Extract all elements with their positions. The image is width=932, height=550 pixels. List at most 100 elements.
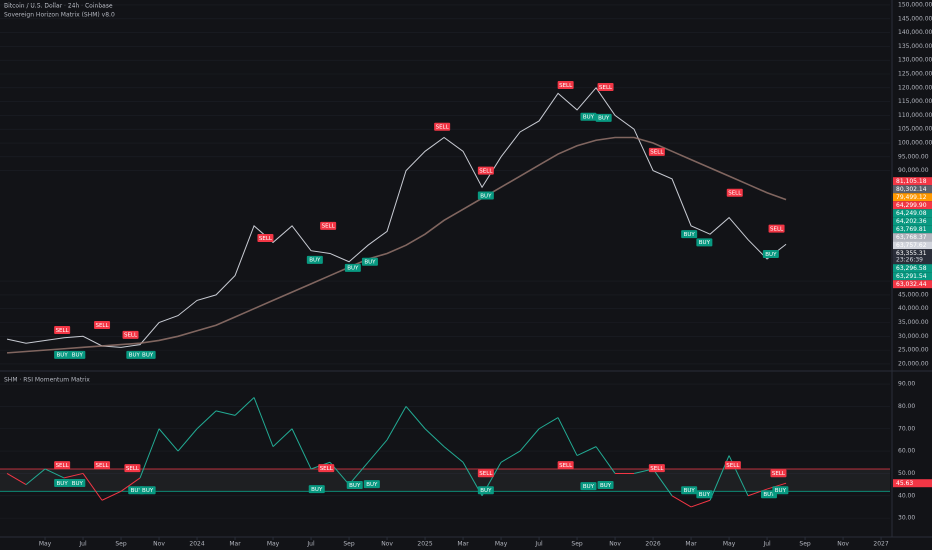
signal-badge — [597, 481, 614, 490]
signal-label: SELL — [56, 328, 70, 334]
x-tick-label: Sep — [571, 541, 583, 548]
signal-badge — [726, 188, 743, 197]
signal-badge — [696, 490, 713, 499]
signal-label: SELL — [259, 236, 273, 242]
signal-label: SELL — [772, 471, 786, 477]
price-label-box — [893, 479, 932, 488]
signal: BUY — [346, 481, 363, 490]
signal: BUY — [696, 238, 713, 247]
signal-label: BUY — [309, 258, 321, 264]
rsi-segment — [519, 428, 540, 452]
signal-badge — [54, 479, 71, 488]
signal-label: BUY — [142, 353, 154, 359]
y-tick-label: 95,000.00 — [898, 153, 929, 160]
signal-badge — [139, 350, 156, 359]
signal: SELL — [557, 461, 574, 470]
price-label: 63,355.31 — [896, 250, 927, 257]
signal-badge — [772, 486, 789, 495]
signal-badge — [724, 461, 741, 470]
signal-badge — [477, 191, 494, 200]
price-label-box — [893, 249, 932, 265]
rsi-segment — [500, 450, 521, 463]
y-tick-label: 50.00 — [898, 470, 915, 477]
price-label-box — [893, 201, 932, 210]
rsi-segment — [538, 417, 559, 430]
rsi-segment — [120, 477, 141, 492]
signal: SELL — [770, 469, 787, 478]
signal: BUY — [126, 350, 143, 359]
price-label: 63,768.37 — [896, 234, 927, 241]
signal: BUY — [308, 485, 325, 494]
signal: BUY — [762, 250, 779, 259]
signal-badge — [648, 147, 665, 156]
price-label-box — [893, 280, 932, 289]
signal-label: BUY — [72, 353, 84, 359]
signal-label: SELL — [479, 471, 493, 477]
signal: SELL — [54, 461, 71, 470]
signal: SELL — [477, 469, 494, 478]
signal-badge — [308, 485, 325, 494]
signal-label: SELL — [770, 226, 784, 232]
signal: BUY — [363, 480, 380, 489]
rsi-segment — [82, 473, 103, 501]
signal-badge — [477, 469, 494, 478]
signal-badge — [557, 461, 574, 470]
signal-label: SELL — [95, 463, 109, 469]
price-label: 63,757.62 — [896, 242, 927, 249]
y-tick-label: 90,000.00 — [898, 167, 929, 174]
rsi-segment — [101, 490, 122, 501]
x-tick-label: Mar — [457, 541, 469, 548]
signal-label: BUY — [684, 488, 696, 494]
y-tick-label: 25,000.00 — [898, 347, 929, 354]
price-label-box — [893, 241, 932, 250]
signal-badge — [346, 481, 363, 490]
rsi-segment — [576, 446, 597, 457]
signal-label: BUY — [699, 240, 711, 246]
signal: BUY — [595, 113, 612, 122]
price-label: 64,202.36 — [896, 218, 927, 225]
signal-badge — [434, 122, 451, 131]
y-tick-label: 130,000.00 — [898, 57, 932, 64]
signal: BUY — [361, 257, 378, 266]
rsi-segment — [291, 428, 312, 470]
rsi-segment — [747, 488, 768, 497]
signal-badge — [54, 325, 71, 334]
y-tick-label: 100,000.00 — [898, 140, 932, 147]
y-tick-label: 40.00 — [898, 492, 915, 499]
signal-label: BUY — [775, 488, 787, 494]
signal-label: BUY — [583, 115, 595, 121]
x-tick-label: Sep — [115, 541, 127, 548]
x-tick-label: 2024 — [189, 541, 204, 548]
y-tick-label: 30.00 — [898, 515, 915, 522]
signal-label: SELL — [650, 466, 664, 472]
signal: SELL — [122, 330, 139, 339]
rsi-segment — [652, 468, 673, 497]
y-tick-label: 115,000.00 — [898, 98, 932, 105]
signal-badge — [361, 257, 378, 266]
signal-badge — [344, 263, 361, 272]
rsi-segment — [348, 461, 369, 485]
rsi-segment — [177, 428, 198, 452]
signal-badge — [69, 479, 86, 488]
signal: SELL — [124, 464, 141, 473]
signal-badge — [54, 350, 71, 359]
y-tick-label: 80.00 — [898, 403, 915, 410]
price-label: 63,291.54 — [896, 273, 927, 280]
y-tick-label: 30,000.00 — [898, 333, 929, 340]
x-tick-label: May — [39, 541, 52, 548]
signal-badge — [122, 330, 139, 339]
signal: SELL — [557, 81, 574, 90]
rsi-segment — [253, 397, 274, 447]
rsi-segment — [63, 472, 84, 479]
rsi-segment — [234, 397, 255, 416]
x-tick-label: Jul — [78, 541, 87, 548]
signal: SELL — [434, 122, 451, 131]
x-tick-label: May — [495, 541, 508, 548]
signal-badge — [54, 461, 71, 470]
signal-label: SELL — [126, 466, 140, 472]
price-label: 80,302.14 — [896, 186, 927, 193]
signal: SELL — [94, 320, 111, 329]
chart-title: Bitcoin / U.S. Dollar · 24h · Coinbase — [4, 3, 113, 10]
